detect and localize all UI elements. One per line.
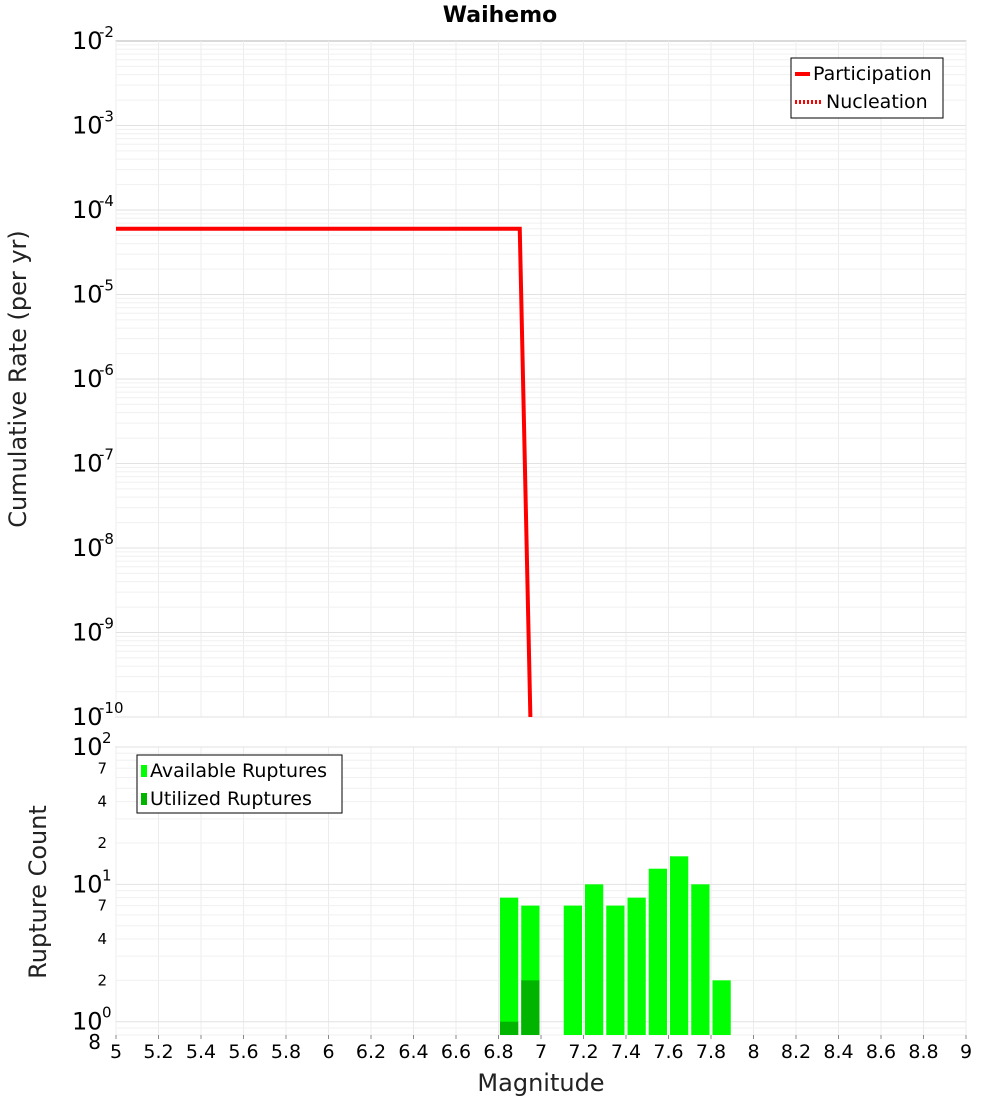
count-y-tick-exponent: 2	[102, 729, 112, 747]
x-tick-label: 8.6	[866, 1041, 896, 1063]
x-tick-label: 8.8	[908, 1041, 938, 1063]
x-tick-labels: 5 5.2 5.4 5.6 5.8 6 6.2 6.4 6.6 6.8 7 7.2 7.4 7.6 7.8 8…	[110, 1035, 972, 1063]
rate-y-tick-exponent: -5	[99, 277, 114, 295]
count-legend-box	[136, 754, 343, 814]
utilized-legend-swatch	[141, 793, 147, 805]
count-y-axis-label: Rupture Count	[24, 805, 52, 979]
x-tick-label: 6.6	[441, 1041, 471, 1063]
rate-y-tick-base: 10	[72, 365, 103, 393]
rate-y-tick-base: 10	[72, 703, 103, 731]
available-rupture-bar	[712, 980, 731, 1035]
rate-y-tick-exponent: -7	[99, 446, 114, 464]
x-tick-label: 7.8	[696, 1041, 726, 1063]
rate-y-axis-label: Cumulative Rate (per yr)	[4, 230, 32, 528]
count-y-minor-tick-label: 7	[97, 897, 107, 915]
available-legend-label: Available Ruptures	[150, 760, 327, 782]
utilized-legend-label: Utilized Ruptures	[150, 788, 312, 810]
nucleation-line	[116, 227, 532, 718]
rate-y-tick-base: 10	[72, 27, 103, 55]
x-tick-label: 5	[110, 1041, 122, 1063]
rate-y-tick-labels: 10-210-310-410-510-610-710-810-910-10	[72, 23, 124, 731]
count-y-tick-base: 10	[72, 870, 103, 898]
available-rupture-bar	[500, 897, 519, 1035]
count-y-minor-tick-label: 8	[88, 1030, 101, 1054]
rate-y-tick-exponent: -9	[99, 615, 114, 633]
x-tick-label: 7	[535, 1041, 547, 1063]
count-y-minor-tick-label: 7	[97, 759, 107, 777]
rate-y-tick-exponent: -10	[99, 699, 124, 717]
rate-y-tick-exponent: -3	[99, 108, 114, 126]
x-tick-label: 5.2	[143, 1041, 173, 1063]
available-rupture-bar	[627, 897, 646, 1035]
x-tick-label: 8	[747, 1041, 759, 1063]
available-rupture-bar	[670, 856, 689, 1035]
rate-panel: 10-210-310-410-510-610-710-810-910-10 Wa…	[4, 3, 967, 731]
rate-y-tick-exponent: -2	[99, 23, 114, 41]
rate-y-tick-exponent: -6	[99, 361, 114, 379]
x-tick-label: 5.6	[228, 1041, 258, 1063]
x-tick-label: 6.8	[483, 1041, 513, 1063]
x-tick-label: 8.4	[823, 1041, 853, 1063]
x-tick-label: 8.2	[781, 1041, 811, 1063]
rate-series	[116, 226, 533, 718]
available-rupture-bar	[648, 868, 667, 1035]
available-legend-swatch	[141, 765, 147, 777]
available-rupture-bar	[585, 884, 604, 1035]
utilized-rupture-bar	[521, 980, 540, 1035]
x-tick-label: 5.8	[271, 1041, 301, 1063]
rate-y-tick-base: 10	[72, 196, 103, 224]
count-y-tick-exponent: 1	[102, 866, 112, 884]
chart-title: Waihemo	[443, 3, 558, 28]
available-rupture-bar	[691, 884, 710, 1035]
count-bars	[500, 856, 731, 1035]
rate-legend: Participation Nucleation	[790, 57, 944, 119]
count-y-tick-base: 10	[72, 733, 103, 761]
rate-y-tick-base: 10	[72, 534, 103, 562]
x-tick-label: 9	[960, 1041, 972, 1063]
count-legend: Available Ruptures Utilized Ruptures	[136, 754, 343, 814]
rate-y-tick-base: 10	[72, 112, 103, 140]
count-y-minor-tick-label: 4	[97, 930, 107, 948]
rate-y-tick-exponent: -8	[99, 530, 114, 548]
count-y-tick-exponent: 0	[102, 1004, 112, 1022]
rate-y-tick-base: 10	[72, 450, 103, 478]
x-axis-label: Magnitude	[477, 1069, 604, 1097]
x-tick-label: 6.4	[398, 1041, 428, 1063]
rate-y-tick-base: 10	[72, 619, 103, 647]
rate-y-tick-base: 10	[72, 281, 103, 309]
x-tick-label: 7.6	[653, 1041, 683, 1063]
rate-y-tick-exponent: -4	[99, 192, 114, 210]
utilized-rupture-bar	[500, 1021, 519, 1035]
count-grid	[115, 746, 967, 1036]
x-tick-label: 5.4	[186, 1041, 216, 1063]
count-y-minor-tick-label: 4	[97, 793, 107, 811]
x-tick-label: 7.2	[568, 1041, 598, 1063]
participation-legend-label: Participation	[813, 63, 932, 85]
x-tick-label: 7.4	[611, 1041, 641, 1063]
x-tick-label: 6.2	[356, 1041, 386, 1063]
count-y-tick-base: 10	[72, 1008, 103, 1036]
count-y-minor-tick-label: 2	[97, 971, 107, 989]
available-rupture-bar	[563, 905, 582, 1035]
rate-legend-box	[790, 57, 944, 119]
x-tick-label: 6	[322, 1041, 334, 1063]
count-y-minor-tick-label: 2	[97, 834, 107, 852]
available-rupture-bar	[606, 905, 625, 1035]
nucleation-legend-label: Nucleation	[826, 91, 928, 113]
rate-grid	[115, 41, 967, 718]
